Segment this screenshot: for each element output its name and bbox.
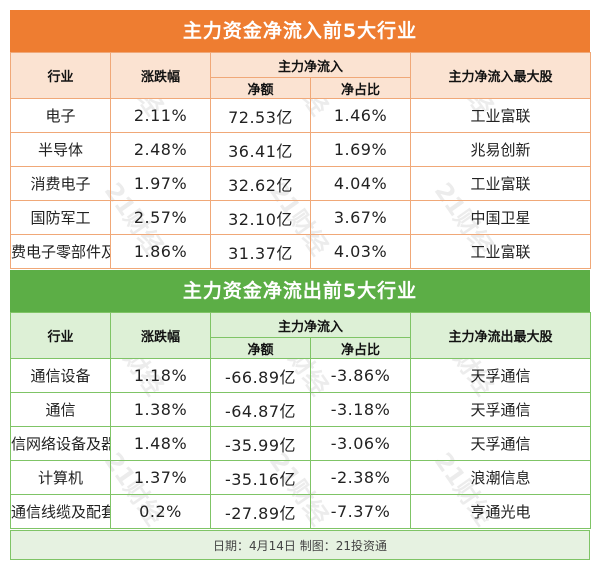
header-net-group: 主力净流入 xyxy=(209,52,412,78)
top-stock-cell: 中国卫星 xyxy=(410,200,592,235)
change-cell: 2.48% xyxy=(110,132,211,167)
industry-cell: 通信 xyxy=(10,392,111,427)
industry-cell: 半导体 xyxy=(10,132,111,167)
change-cell: 1.18% xyxy=(110,358,211,393)
net-amount-cell: 31.37亿 xyxy=(210,234,311,269)
header-industry: 行业 xyxy=(10,312,111,359)
header-top-stock: 主力净流出最大股 xyxy=(410,312,592,359)
table-row: 费电子零部件及组装 1.86% 31.37亿 4.03% 工业富联 xyxy=(10,234,592,269)
industry-cell: 费电子零部件及组装 xyxy=(10,234,111,269)
header-top-stock: 主力净流入最大股 xyxy=(410,52,592,99)
change-cell: 0.2% xyxy=(110,494,211,529)
table-row: 信网络设备及器件 1.48% -35.99亿 -3.06% 天孚通信 xyxy=(10,426,592,461)
header-net-ratio: 净占比 xyxy=(309,77,412,99)
net-amount-cell: 36.41亿 xyxy=(210,132,311,167)
header-net-group: 主力净流入 xyxy=(209,312,412,338)
outflow-section: 主力资金净流出前5大行业 行业 涨跌幅 主力净流入 主力净流出最大股 净额 净占… xyxy=(10,270,592,529)
change-cell: 1.48% xyxy=(110,426,211,461)
net-ratio-cell: -7.37% xyxy=(309,494,412,529)
top-stock-cell: 工业富联 xyxy=(410,166,592,201)
net-ratio-cell: 1.69% xyxy=(309,132,412,167)
industry-cell: 通信设备 xyxy=(10,358,111,393)
table-row: 消费电子 1.97% 32.62亿 4.04% 工业富联 xyxy=(10,166,592,201)
change-cell: 1.38% xyxy=(110,392,211,427)
header-net-ratio: 净占比 xyxy=(309,337,412,359)
industry-cell: 计算机 xyxy=(10,460,111,495)
footer-note: 日期：4月14日 制图：21投资通 xyxy=(10,530,590,560)
industry-cell: 信网络设备及器件 xyxy=(10,426,111,461)
net-amount-cell: 32.10亿 xyxy=(210,200,311,235)
top-stock-cell: 工业富联 xyxy=(410,234,592,269)
net-ratio-cell: -3.18% xyxy=(309,392,412,427)
table-row: 电子 2.11% 72.53亿 1.46% 工业富联 xyxy=(10,98,592,133)
industry-cell: 电子 xyxy=(10,98,111,133)
header-change: 涨跌幅 xyxy=(110,312,211,359)
net-ratio-cell: 4.04% xyxy=(309,166,412,201)
change-cell: 2.11% xyxy=(110,98,211,133)
industry-cell: 消费电子 xyxy=(10,166,111,201)
top-stock-cell: 天孚通信 xyxy=(410,426,592,461)
net-amount-cell: -35.99亿 xyxy=(210,426,311,461)
top-stock-cell: 天孚通信 xyxy=(410,392,592,427)
inflow-title: 主力资金净流入前5大行业 xyxy=(10,10,590,52)
net-amount-cell: -27.89亿 xyxy=(210,494,311,529)
top-stock-cell: 浪潮信息 xyxy=(410,460,592,495)
outflow-table: 行业 涨跌幅 主力净流入 主力净流出最大股 净额 净占比 通信设备 1.18% … xyxy=(10,312,592,529)
net-ratio-cell: -3.86% xyxy=(309,358,412,393)
net-amount-cell: -35.16亿 xyxy=(210,460,311,495)
table-row: 通信线缆及配套 0.2% -27.89亿 -7.37% 亨通光电 xyxy=(10,494,592,529)
inflow-section: 主力资金净流入前5大行业 行业 涨跌幅 主力净流入 主力净流入最大股 净额 净占… xyxy=(10,10,592,269)
industry-cell: 通信线缆及配套 xyxy=(10,494,111,529)
net-ratio-cell: 1.46% xyxy=(309,98,412,133)
net-ratio-cell: -2.38% xyxy=(309,460,412,495)
net-ratio-cell: -3.06% xyxy=(309,426,412,461)
table-row: 计算机 1.37% -35.16亿 -2.38% 浪潮信息 xyxy=(10,460,592,495)
industry-cell: 国防军工 xyxy=(10,200,111,235)
top-stock-cell: 兆易创新 xyxy=(410,132,592,167)
net-amount-cell: 32.62亿 xyxy=(210,166,311,201)
net-ratio-cell: 4.03% xyxy=(309,234,412,269)
net-amount-cell: -66.89亿 xyxy=(210,358,311,393)
table-row: 通信设备 1.18% -66.89亿 -3.86% 天孚通信 xyxy=(10,358,592,393)
table-row: 国防军工 2.57% 32.10亿 3.67% 中国卫星 xyxy=(10,200,592,235)
net-ratio-cell: 3.67% xyxy=(309,200,412,235)
outflow-title: 主力资金净流出前5大行业 xyxy=(10,270,590,312)
change-cell: 2.57% xyxy=(110,200,211,235)
top-stock-cell: 工业富联 xyxy=(410,98,592,133)
change-cell: 1.97% xyxy=(110,166,211,201)
header-net-amount: 净额 xyxy=(210,77,311,99)
header-industry: 行业 xyxy=(10,52,111,99)
change-cell: 1.86% xyxy=(110,234,211,269)
top-stock-cell: 亨通光电 xyxy=(410,494,592,529)
header-net-amount: 净额 xyxy=(210,337,311,359)
table-row: 半导体 2.48% 36.41亿 1.69% 兆易创新 xyxy=(10,132,592,167)
top-stock-cell: 天孚通信 xyxy=(410,358,592,393)
inflow-table: 行业 涨跌幅 主力净流入 主力净流入最大股 净额 净占比 电子 2.11% 72… xyxy=(10,52,592,269)
net-amount-cell: -64.87亿 xyxy=(210,392,311,427)
change-cell: 1.37% xyxy=(110,460,211,495)
table-row: 通信 1.38% -64.87亿 -3.18% 天孚通信 xyxy=(10,392,592,427)
header-change: 涨跌幅 xyxy=(110,52,211,99)
net-amount-cell: 72.53亿 xyxy=(210,98,311,133)
